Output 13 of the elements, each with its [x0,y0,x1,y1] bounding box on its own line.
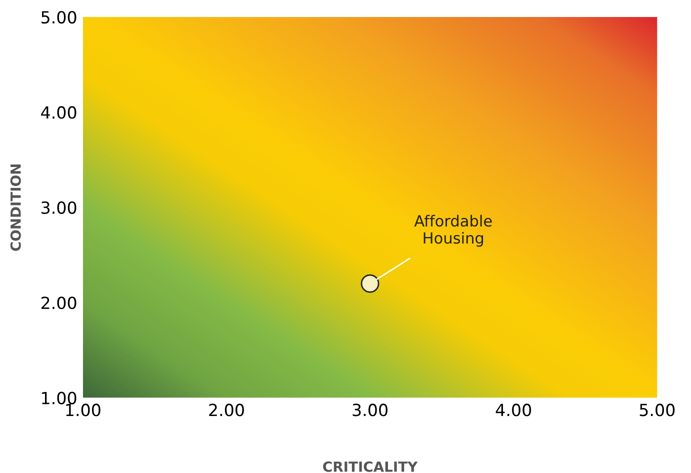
y-tick-label: 2.00 [41,296,76,310]
x-tick-label: 4.00 [496,404,532,416]
y-tick-label: 4.00 [41,106,76,119]
x-tick-label: 5.00 [640,404,675,416]
x-tick-label: 1.00 [66,404,100,416]
y-tick-label: 5.00 [42,10,76,24]
annotation: Affordable Housing [414,214,492,247]
x-tick-label: 3.00 [352,404,388,416]
y-axis-title: CONDITION [10,164,21,251]
x-tick-label: 2.00 [209,404,244,416]
y-tick-label: 1.00 [42,392,76,404]
y-tick-label: 3.00 [42,201,76,214]
x-axis-title: CRITICALITY [323,461,418,472]
